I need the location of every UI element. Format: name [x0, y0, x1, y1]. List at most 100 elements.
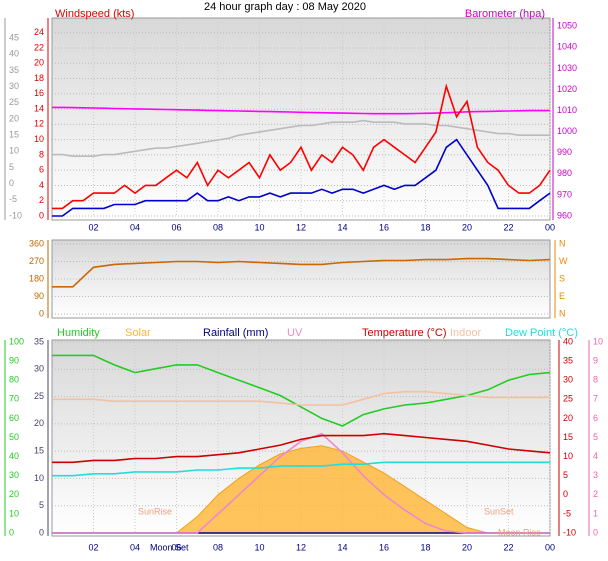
y-tick-label: -10	[9, 210, 22, 220]
x-tick-label: 02	[88, 542, 98, 552]
y-tick-label: 0	[563, 489, 568, 499]
y-tick-label: 5	[563, 470, 568, 480]
annotation: SunRise	[138, 506, 172, 516]
y-tick-label: 90	[34, 291, 44, 301]
x-tick-label: 12	[296, 542, 306, 552]
line	[52, 432, 550, 534]
y-tick-label: 10	[563, 451, 573, 461]
y-tick-label: 0	[39, 308, 44, 318]
y-tick-label: -5	[563, 508, 571, 518]
legend-label: Solar	[125, 327, 151, 339]
y-tick-label: -5	[9, 194, 17, 204]
legend-label: Dew Point (°C)	[505, 327, 578, 339]
y-tick-label: 180	[29, 273, 44, 283]
x-tick-label: 14	[337, 542, 347, 552]
y-tick-label: E	[559, 291, 565, 301]
y-tick-label: 3	[593, 470, 598, 480]
annotation: SunSet	[484, 506, 514, 516]
y-tick-label: 35	[563, 355, 573, 365]
line	[52, 257, 551, 288]
y-tick-label: 2	[593, 489, 598, 499]
y-tick-label: 15	[34, 446, 44, 456]
legend-label: Humidity	[57, 327, 100, 339]
legend-label: UV	[287, 327, 303, 339]
y-tick-label: 18	[34, 73, 44, 83]
line	[52, 138, 551, 217]
x-tick-label: 10	[254, 222, 264, 232]
y-tick-label: 50	[9, 432, 19, 442]
line	[52, 390, 550, 406]
y-tick-label: 90	[9, 355, 19, 365]
y-tick-label: 0	[39, 210, 44, 220]
x-tick-label: 22	[503, 222, 513, 232]
legend-label: Indoor	[450, 327, 482, 339]
line	[52, 119, 550, 157]
x-tick-label: 20	[462, 222, 472, 232]
y-tick-label: 1000	[557, 126, 577, 136]
y-tick-label: 0	[39, 527, 44, 537]
y-tick-label: 5	[9, 162, 14, 172]
y-tick-label: 5	[39, 500, 44, 510]
axis-title: Windspeed (kts)	[55, 8, 134, 20]
x-tick-label: 00	[545, 542, 555, 552]
y-tick-label: N	[559, 238, 566, 248]
y-tick-label: 22	[34, 42, 44, 52]
y-tick-label: 20	[9, 113, 19, 123]
y-tick-label: 70	[9, 394, 19, 404]
page-title: 24 hour graph day : 08 May 2020	[204, 1, 366, 13]
y-tick-label: 7	[593, 394, 598, 404]
y-tick-label: 990	[557, 147, 572, 157]
y-tick-label: 35	[9, 65, 19, 75]
line	[52, 432, 551, 464]
y-tick-label: 8	[593, 375, 598, 385]
y-tick-label: 25	[563, 394, 573, 404]
y-tick-label: 40	[563, 336, 573, 346]
y-tick-label: 1030	[557, 63, 577, 73]
y-tick-label: 4	[39, 180, 44, 190]
x-tick-label: 14	[337, 222, 347, 232]
y-tick-label: 25	[9, 97, 19, 107]
y-tick-label: 10	[9, 146, 19, 156]
y-tick-label: S	[559, 273, 565, 283]
x-tick-label: 00	[545, 222, 555, 232]
y-tick-label: 6	[39, 165, 44, 175]
y-tick-label: -10	[563, 527, 576, 537]
y-tick-label: 4	[593, 451, 598, 461]
legend-label: Temperature (°C)	[362, 327, 446, 339]
x-tick-label: 16	[379, 542, 389, 552]
y-tick-label: 8	[39, 149, 44, 159]
line	[52, 83, 551, 210]
y-tick-label: 360	[29, 238, 44, 248]
x-tick-label: 10	[254, 542, 264, 552]
y-tick-label: 980	[557, 168, 572, 178]
x-tick-label: 04	[130, 542, 140, 552]
y-tick-label: 30	[563, 375, 573, 385]
y-tick-label: 270	[29, 256, 44, 266]
x-tick-label: 08	[213, 222, 223, 232]
y-tick-label: 40	[9, 49, 19, 59]
x-tick-label: 22	[503, 542, 513, 552]
y-tick-label: 30	[9, 81, 19, 91]
y-tick-label: 40	[9, 451, 19, 461]
y-tick-label: 20	[34, 58, 44, 68]
y-tick-label: 0	[9, 178, 14, 188]
y-tick-label: 10	[34, 473, 44, 483]
y-tick-label: 24	[34, 27, 44, 37]
x-tick-label: 20	[462, 542, 472, 552]
y-tick-label: 20	[34, 418, 44, 428]
y-tick-label: 30	[34, 364, 44, 374]
y-tick-label: 80	[9, 375, 19, 385]
y-tick-label: 1020	[557, 84, 577, 94]
y-tick-label: 16	[34, 88, 44, 98]
plot-area	[51, 17, 551, 221]
x-tick-label: 04	[130, 222, 140, 232]
axis-title: Barometer (hpa)	[465, 8, 545, 20]
y-tick-label: 1	[593, 508, 598, 518]
annotation: Moon Rise	[498, 527, 541, 537]
x-tick-label: 06	[171, 542, 181, 552]
y-tick-label: 1050	[557, 21, 577, 31]
y-tick-label: 100	[9, 336, 24, 346]
y-tick-label: 15	[9, 130, 19, 140]
x-tick-label: 18	[420, 222, 430, 232]
